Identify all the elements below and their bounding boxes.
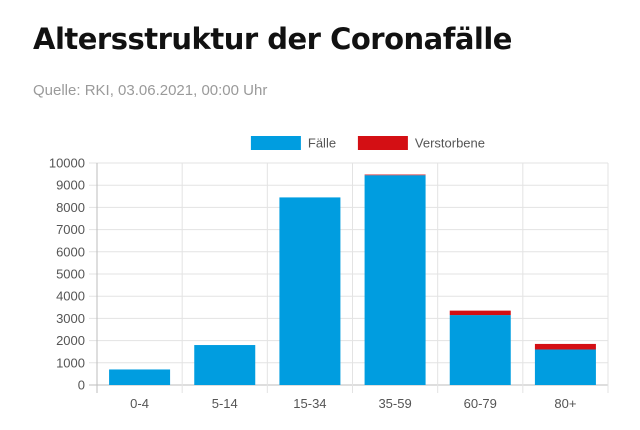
legend-label[interactable]: Fälle	[308, 136, 336, 151]
y-tick-label: 5000	[56, 267, 85, 282]
y-tick-label: 0	[78, 378, 85, 393]
y-tick-label: 10000	[49, 156, 85, 171]
y-tick-label: 7000	[56, 222, 85, 237]
x-tick-label: 15-34	[293, 396, 326, 411]
grid	[89, 162, 609, 393]
axes: 0 1000 2000 3000 4000 5000 6000 7000 8000 9000 100…	[49, 156, 577, 412]
source-note: Quelle: RKI, 03.06.2021, 00:00 Uhr	[33, 82, 268, 99]
legend-swatch-fälle[interactable]	[250, 136, 301, 150]
page-title: Altersstruktur der Coronafälle	[33, 22, 512, 56]
y-tick-label: 3000	[56, 311, 85, 326]
y-tick-label: 4000	[56, 289, 85, 304]
bar-fälle-60-79[interactable]	[449, 315, 511, 385]
legend[interactable]: Fälle Verstorbene	[250, 136, 485, 151]
bar-fälle-5-14[interactable]	[194, 345, 256, 385]
x-tick-label: 0-4	[130, 396, 149, 411]
x-tick-label: 60-79	[464, 396, 497, 411]
y-tick-label: 9000	[56, 178, 85, 193]
y-tick-label: 2000	[56, 333, 85, 348]
y-tick-label: 8000	[56, 200, 85, 215]
legend-label[interactable]: Verstorbene	[415, 136, 485, 151]
bar-verstorbene-60-79[interactable]	[449, 310, 511, 316]
legend-swatch-verstorbene[interactable]	[357, 136, 408, 150]
bar-fälle-15-34[interactable]	[279, 197, 341, 385]
bar-verstorbene-35-59[interactable]	[364, 174, 426, 176]
y-tick-label: 6000	[56, 244, 85, 259]
bars	[109, 174, 596, 385]
x-tick-label: 80+	[554, 396, 576, 411]
bar-fälle-35-59[interactable]	[364, 175, 426, 385]
y-tick-label: 1000	[56, 355, 85, 370]
bar-fälle-80+[interactable]	[534, 349, 596, 385]
x-tick-label: 35-59	[378, 396, 411, 411]
bar-verstorbene-80+[interactable]	[534, 343, 596, 350]
x-tick-label: 5-14	[212, 396, 238, 411]
bar-fälle-0-4[interactable]	[109, 369, 171, 385]
